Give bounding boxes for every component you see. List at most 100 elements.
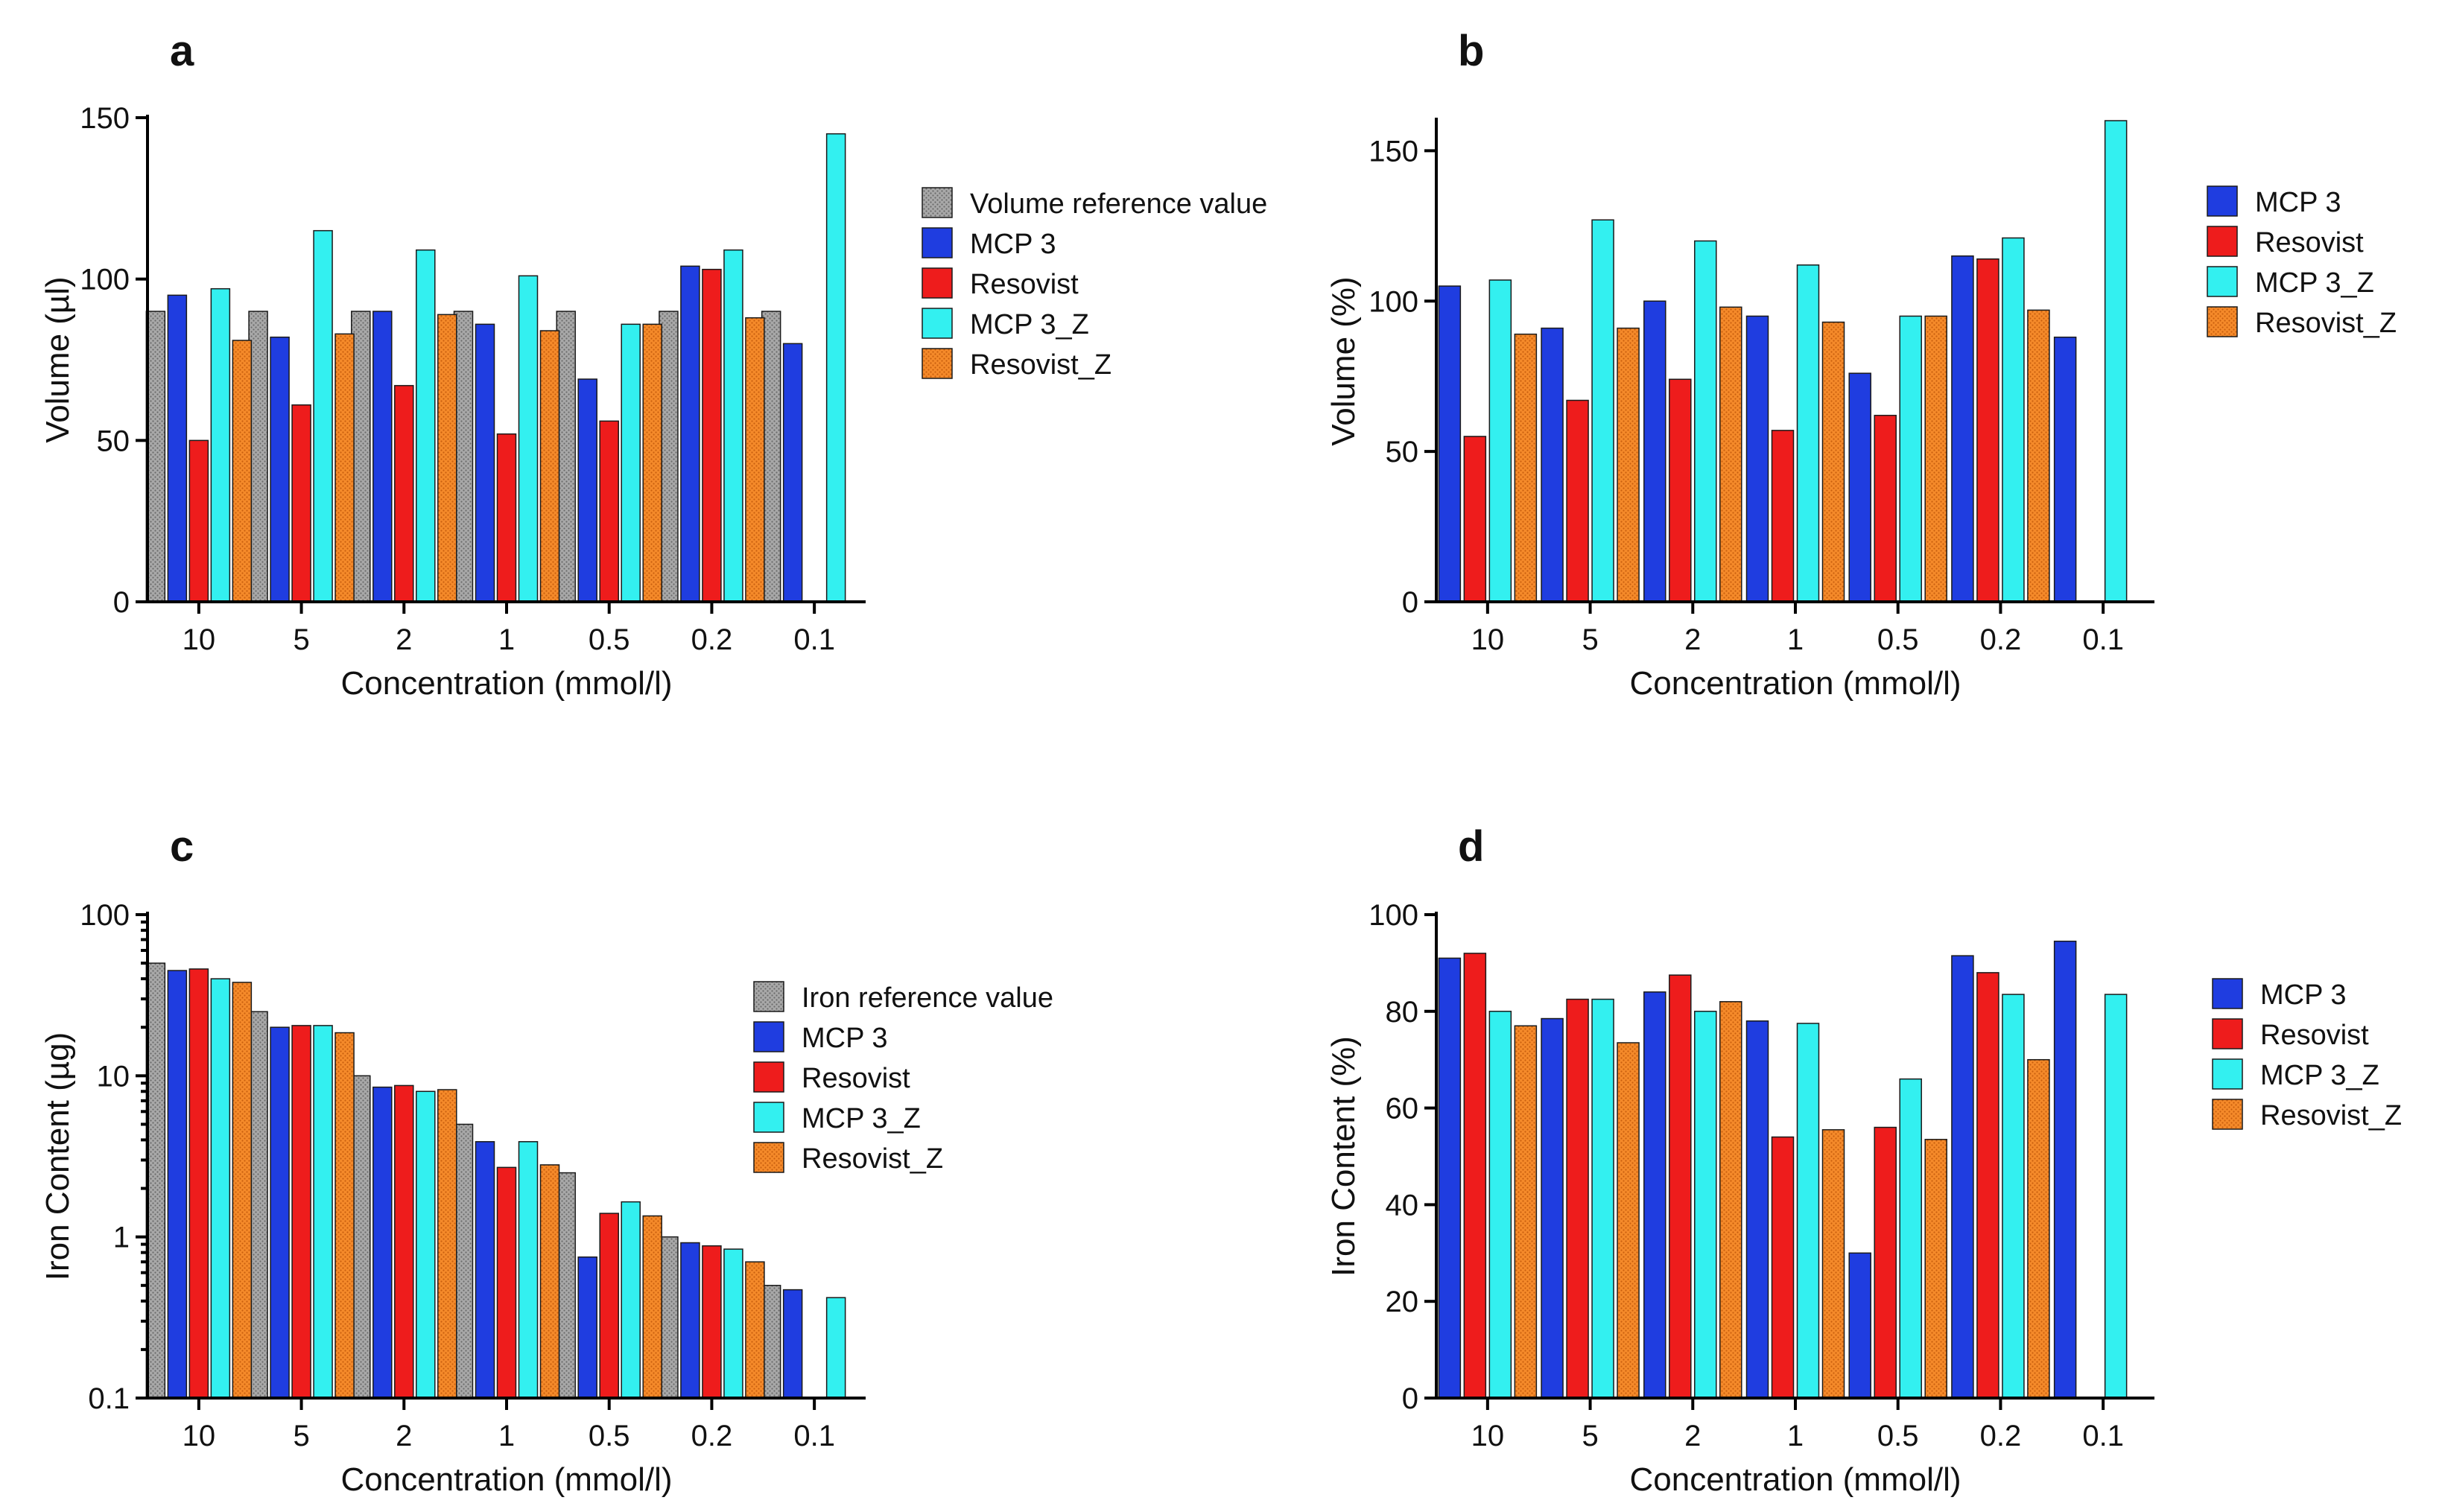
x-tick-label: 0.5 <box>1877 623 1919 656</box>
bar-mcp-3-0-1 <box>2053 940 2077 1399</box>
bar-mcp-3-0-2 <box>680 265 700 603</box>
legend-label-mcp-3-z: MCP 3_Z <box>2260 1060 2379 1091</box>
x-tick-label: 2 <box>1684 1420 1701 1452</box>
bar-mcp-3-1 <box>475 1141 495 1399</box>
bar-mcp-3-10 <box>167 294 188 603</box>
bar-resovist-z-10 <box>1514 333 1538 603</box>
x-axis-title: Concentration (mmol/l) <box>340 665 672 702</box>
legend-label-resovist: Resovist <box>2260 1020 2369 1051</box>
panel-letter: b <box>1458 27 1484 75</box>
y-tick-label: 150 <box>1369 135 1418 168</box>
bar-mcp-3-z-0-5 <box>621 323 641 603</box>
bar-mcp-3-z-10 <box>210 978 231 1399</box>
x-tick-label: 0.1 <box>2082 623 2124 656</box>
y-tick-label: 100 <box>1369 285 1418 318</box>
x-tick-label: 1 <box>498 1420 515 1452</box>
bar-mcp-3-0-5 <box>577 378 597 603</box>
legend-swatch-resovist-z <box>2207 306 2238 337</box>
legend-swatch-mcp-3 <box>2212 978 2243 1009</box>
bar-mcp-3-0-2 <box>680 1242 700 1399</box>
bar-resovist-0-5 <box>1874 1126 1897 1399</box>
bar-resovist-0-2 <box>1976 258 1999 603</box>
bar-mcp-3-z-0-2 <box>723 1248 743 1399</box>
bar-mcp-3-z-1 <box>518 275 539 603</box>
bar-resovist-z-5 <box>1617 1042 1640 1399</box>
legend-swatch-resovist-z <box>753 1142 784 1173</box>
bar-volume-reference-value-10 <box>145 311 166 603</box>
bar-mcp-3-z-2 <box>1694 1011 1717 1399</box>
bar-resovist-0-5 <box>1874 414 1897 603</box>
bar-resovist-0-2 <box>702 1245 722 1399</box>
legend-swatch-resovist-z <box>2212 1099 2243 1130</box>
bar-resovist-1 <box>496 433 517 603</box>
bar-mcp-3-0-1 <box>782 1289 803 1399</box>
x-tick-label: 10 <box>1471 623 1505 656</box>
bar-mcp-3-5 <box>1541 327 1564 603</box>
bar-mcp-3-z-0-5 <box>621 1201 641 1399</box>
bar-resovist-z-2 <box>1719 1001 1742 1399</box>
bar-resovist-z-5 <box>334 1032 355 1399</box>
legend-swatch-resovist <box>753 1061 784 1093</box>
legend-label-mcp-3-z: MCP 3_Z <box>970 309 1089 340</box>
bar-iron-reference-value-2 <box>351 1075 371 1399</box>
bar-mcp-3-z-0-5 <box>1899 1078 1922 1399</box>
y-axis-title: Volume (µl) <box>39 276 76 442</box>
y-tick-label: 1 <box>113 1222 130 1254</box>
legend: MCP 3 Resovist MCP 3_Z Resovist_Z <box>2212 978 2402 1131</box>
legend-label-mcp-3: MCP 3 <box>2255 187 2341 218</box>
legend-swatch-mcp-3 <box>922 227 953 258</box>
x-tick-label: 0.2 <box>1980 1420 2022 1452</box>
bar-resovist-2 <box>394 1084 414 1399</box>
bar-mcp-3-2 <box>1643 991 1666 1399</box>
bar-volume-reference-value-2 <box>351 311 371 603</box>
legend-swatch-iron-reference-value <box>753 981 784 1012</box>
bar-mcp-3-z-1 <box>1796 1023 1820 1399</box>
y-tick-label: 100 <box>1369 899 1418 932</box>
bar-resovist-1 <box>1771 1136 1795 1399</box>
y-tick-label: 40 <box>1386 1189 1419 1222</box>
bar-mcp-3-0-2 <box>1951 955 1974 1399</box>
legend-swatch-resovist <box>922 267 953 299</box>
bar-resovist-z-2 <box>437 1089 457 1399</box>
legend-label-iron-reference-value: Iron reference value <box>802 982 1053 1014</box>
bar-resovist-z-2 <box>1719 306 1742 603</box>
y-axis-title: Volume (%) <box>1325 276 1362 445</box>
bar-mcp-3-1 <box>475 323 495 603</box>
legend-swatch-mcp-3 <box>753 1021 784 1052</box>
bar-resovist-z-0-2 <box>745 1261 765 1399</box>
legend-label-resovist-z: Resovist_Z <box>2260 1100 2402 1131</box>
legend-label-mcp-3-z: MCP 3_Z <box>802 1103 921 1134</box>
legend-swatch-mcp-3-z <box>753 1102 784 1133</box>
x-axis-title: Concentration (mmol/l) <box>340 1461 672 1498</box>
x-tick-label: 1 <box>1787 1420 1804 1452</box>
bar-resovist-5 <box>291 1025 311 1399</box>
bar-mcp-3-z-0-2 <box>2002 237 2025 603</box>
bar-resovist-z-0-5 <box>1924 315 1947 603</box>
bar-mcp-3-0-5 <box>577 1256 597 1399</box>
bar-mcp-3-z-2 <box>416 249 436 603</box>
x-tick-label: 0.1 <box>793 623 835 656</box>
x-tick-label: 10 <box>183 623 216 656</box>
panel-letter: d <box>1458 822 1484 871</box>
bar-mcp-3-z-1 <box>518 1141 539 1399</box>
x-tick-label: 10 <box>183 1420 216 1452</box>
legend-label-resovist-z: Resovist_Z <box>970 349 1111 381</box>
x-tick-label: 0.1 <box>2082 1420 2124 1452</box>
bar-mcp-3-z-0-5 <box>1899 315 1922 603</box>
bar-resovist-10 <box>188 968 209 1399</box>
legend-swatch-mcp-3-z <box>2207 266 2238 297</box>
legend-swatch-mcp-3 <box>2207 185 2238 217</box>
x-tick-label: 0.2 <box>691 623 733 656</box>
bar-mcp-3-2 <box>372 1086 393 1399</box>
bar-resovist-10 <box>1463 953 1487 1399</box>
bar-resovist-z-1 <box>539 330 560 603</box>
x-tick-label: 5 <box>293 623 309 656</box>
y-tick-label: 50 <box>97 425 130 457</box>
bar-resovist-2 <box>1669 974 1692 1399</box>
bar-mcp-3-0-1 <box>782 343 803 603</box>
x-axis-title: Concentration (mmol/l) <box>1629 665 1961 702</box>
bar-mcp-3-1 <box>1745 1020 1769 1399</box>
legend-swatch-resovist <box>2207 226 2238 257</box>
bar-resovist-0-2 <box>1976 972 1999 1399</box>
